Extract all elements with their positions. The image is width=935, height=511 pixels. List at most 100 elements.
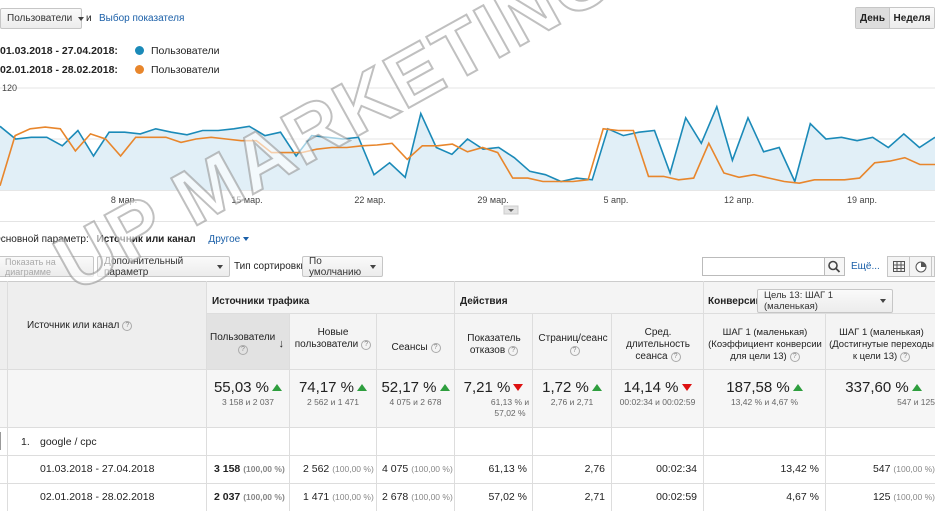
- search-icon: [828, 260, 841, 273]
- sort-value: По умолчанию: [309, 255, 362, 278]
- cell-sessions: 2 678 (100,00 %): [382, 491, 453, 503]
- group-actions: Действия: [460, 296, 508, 307]
- help-icon: ?: [789, 352, 800, 362]
- row-date: 02.01.2018 - 28.02.2018: [40, 491, 155, 503]
- col-header-label: Сред. длительность сеанса: [626, 327, 690, 362]
- dimension-other-link[interactable]: Другое: [208, 234, 241, 245]
- dimension-header[interactable]: Источник или канал?: [27, 320, 133, 331]
- x-tick-label: 15 мар.: [231, 195, 262, 205]
- cell-conv-rate: 4,67 %: [786, 491, 819, 503]
- goal-select[interactable]: Цель 13: ШАГ 1 (маленькая): [757, 289, 893, 313]
- cell-users: 2 037 (100,00 %): [214, 491, 285, 503]
- trend-up-icon: [357, 384, 368, 391]
- help-icon: ?: [361, 340, 372, 350]
- metric-select[interactable]: Пользователи: [0, 8, 85, 29]
- secondary-param-select[interactable]: Дополнительный параметр: [97, 256, 230, 278]
- cell-value: 2 562: [303, 463, 330, 475]
- cell-bounce: 61,13 %: [488, 463, 527, 475]
- table-search-input[interactable]: [702, 257, 825, 276]
- grid-line: [289, 313, 290, 511]
- sort-arrow-icon: ↓: [278, 338, 285, 350]
- trend-up-icon: [792, 384, 803, 391]
- cell-new-users: 1 471 (100,00 %): [303, 491, 374, 503]
- total-sessions: 52,17 %: [377, 379, 454, 396]
- cell-value: 2 037: [214, 491, 241, 503]
- cell-value: 3 158: [214, 463, 241, 475]
- cell-conv-rate: 13,42 %: [780, 463, 819, 475]
- total-users-sub: 3 158 и 2 037: [221, 397, 274, 407]
- cell-pct: (100,00 %): [243, 464, 285, 474]
- total-value: 74,17 %: [298, 379, 355, 396]
- cell-pages: 2,71: [584, 491, 605, 503]
- col-header-pages[interactable]: Страниц/сеанс?: [536, 333, 610, 357]
- choose-metric-link[interactable]: Выбор показателя: [99, 13, 185, 24]
- total-value: 187,58 %: [726, 379, 790, 396]
- col-header-label: ШАГ 1 (маленькая) (Коэффициент конверсии…: [708, 327, 822, 362]
- pie-view-icon[interactable]: [910, 257, 932, 276]
- col-header-label: Пользователи: [210, 332, 276, 343]
- col-header-label: Новые пользователи: [294, 327, 359, 350]
- row-source-link[interactable]: google / cpc: [40, 436, 97, 448]
- trend-up-icon: [911, 384, 922, 391]
- help-icon: ?: [670, 352, 681, 362]
- legend-label: Пользователи: [151, 64, 220, 76]
- x-tick-label: 22 мар.: [354, 195, 385, 205]
- trend-down-icon: [513, 384, 524, 391]
- total-duration: 14,14 %: [612, 379, 703, 396]
- trend-up-icon: [439, 384, 450, 391]
- grid-line: [454, 281, 455, 511]
- total-duration-sub: 00:02:34 и 00:02:59: [619, 397, 696, 407]
- col-header-new-users[interactable]: Новые пользователи?: [294, 327, 372, 351]
- trend-down-icon: [681, 384, 692, 391]
- group-conversions: Конверсии: [708, 296, 762, 307]
- row-checkbox[interactable]: [0, 432, 2, 450]
- cell-value: 2 678: [382, 491, 409, 503]
- dimension-header-label: Источник или канал: [27, 320, 120, 331]
- total-value: 1,72 %: [542, 379, 589, 396]
- grid-line: [703, 281, 704, 511]
- col-header-users[interactable]: Пользователи ↓?: [210, 332, 288, 356]
- col-header-label: ШАГ 1 (маленькая) (Достигнутые переходы …: [829, 327, 934, 362]
- help-icon: ?: [508, 346, 519, 356]
- legend-row-1: 01.03.2018 - 27.04.2018: Пользователи: [0, 45, 220, 57]
- legend-label: Пользователи: [151, 45, 220, 57]
- col-header-label: Сеансы: [391, 342, 428, 353]
- view-switcher: [887, 256, 935, 277]
- cell-value: 547: [872, 463, 891, 475]
- day-button[interactable]: День: [856, 8, 890, 28]
- cell-pct: (100,00 %): [411, 464, 453, 474]
- grid-line: [376, 313, 377, 511]
- cell-pages: 2,76: [584, 463, 605, 475]
- total-value: 52,17 %: [381, 379, 437, 396]
- col-header-duration[interactable]: Сред. длительность сеанса?: [616, 327, 700, 363]
- col-header-sessions[interactable]: Сеансы?: [380, 342, 452, 354]
- granularity-toggle: День Неделя: [855, 7, 935, 29]
- chevron-down-icon: [370, 264, 376, 269]
- total-bounce-sub: 61,13 % и 57,02 %: [490, 397, 530, 418]
- more-link[interactable]: Ещё...: [851, 261, 880, 272]
- cell-pct: (100,00 %): [332, 464, 374, 474]
- cell-pct: (100,00 %): [893, 492, 935, 502]
- x-tick-label: 5 апр.: [604, 195, 629, 205]
- cell-pct: (100,00 %): [411, 492, 453, 502]
- series-line: [0, 126, 935, 187]
- week-button[interactable]: Неделя: [890, 8, 934, 28]
- col-header-bounce[interactable]: Показатель отказов?: [458, 333, 530, 357]
- row-date: 01.03.2018 - 27.04.2018: [40, 463, 155, 475]
- sort-select[interactable]: По умолчанию: [302, 255, 383, 278]
- show-on-chart-button[interactable]: Показать на диаграмме: [0, 256, 94, 277]
- cell-value: 1 471: [303, 491, 330, 503]
- total-value: 14,14 %: [623, 379, 679, 396]
- total-users: 55,03 %: [207, 379, 289, 396]
- dimension-active[interactable]: Источник или канал: [96, 234, 196, 245]
- cell-bounce: 57,02 %: [488, 491, 527, 503]
- divider: [0, 221, 935, 222]
- col-header-goal-completions[interactable]: ШАГ 1 (маленькая) (Достигнутые переходы …: [828, 327, 935, 363]
- search-button[interactable]: [824, 257, 845, 276]
- help-icon: ?: [122, 321, 133, 331]
- cell-new-users: 2 562 (100,00 %): [303, 463, 374, 475]
- grid-view-icon[interactable]: [888, 257, 910, 276]
- chevron-down-icon: [508, 209, 514, 212]
- cell-value: 4 075: [382, 463, 409, 475]
- col-header-conv-rate[interactable]: ШАГ 1 (маленькая) (Коэффициент конверсии…: [706, 327, 824, 363]
